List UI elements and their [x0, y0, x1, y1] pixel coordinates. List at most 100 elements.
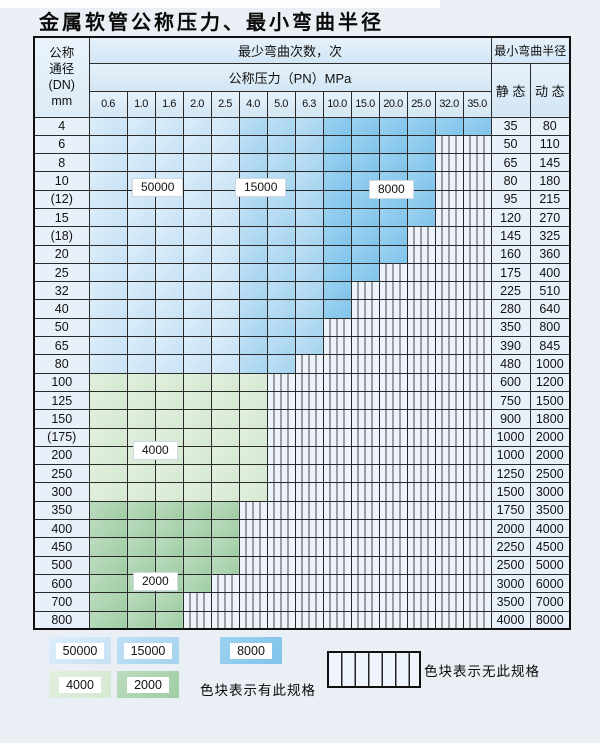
dn-header-line-3: (DN) — [48, 78, 75, 93]
no-spec-cell — [462, 573, 492, 594]
no-spec-cell — [462, 134, 492, 155]
spec-cell — [378, 134, 408, 155]
spec-cell — [266, 134, 296, 155]
no-spec-cell — [378, 336, 408, 356]
spec-cell — [88, 207, 128, 228]
no-spec-cell — [406, 390, 436, 411]
no-spec-cell — [350, 592, 380, 612]
no-spec-cell — [406, 372, 436, 392]
spec-cell — [154, 226, 184, 246]
no-spec-cell — [378, 573, 408, 594]
no-spec-cell — [266, 372, 296, 392]
no-spec-cell — [462, 482, 492, 502]
no-spec-cell — [378, 281, 408, 301]
no-spec-cell — [406, 336, 436, 356]
cycles-header: 最少弯曲次数，次 — [88, 36, 492, 64]
spec-cell — [154, 372, 184, 392]
no-spec-cell — [294, 573, 324, 594]
table-row: 800 4000 8000 — [33, 610, 571, 630]
dynamic-value: 2500 — [529, 464, 571, 484]
spec-cell — [434, 116, 464, 136]
spec-cell — [88, 427, 128, 447]
no-spec-cell — [266, 537, 296, 557]
spec-cell — [182, 482, 212, 502]
no-spec-cell — [322, 409, 352, 429]
static-value: 95 — [490, 189, 531, 209]
no-spec-cell — [266, 592, 296, 612]
spec-cell — [88, 134, 128, 155]
static-value: 900 — [490, 409, 531, 429]
spec-cell — [88, 464, 128, 484]
no-spec-cell — [294, 464, 324, 484]
no-spec-cell — [266, 500, 296, 521]
pressure-tick: 1.6 — [154, 90, 184, 118]
no-spec-cell — [406, 262, 436, 283]
spec-cell — [182, 189, 212, 209]
spec-cell — [238, 299, 268, 319]
spec-cell — [238, 336, 268, 356]
static-value: 750 — [490, 390, 531, 411]
no-spec-cell — [350, 537, 380, 557]
static-value: 390 — [490, 336, 531, 356]
no-spec-cell — [462, 262, 492, 283]
dynamic-value: 3500 — [529, 500, 571, 521]
dn-cell: 400 — [33, 519, 90, 539]
spec-cell — [406, 116, 436, 136]
no-spec-cell — [406, 354, 436, 374]
spec-cell — [88, 116, 128, 136]
dynamic-value: 6000 — [529, 573, 571, 594]
spec-cell — [88, 281, 128, 301]
spec-cell — [238, 153, 268, 173]
no-spec-cell — [238, 610, 268, 630]
spec-cell — [210, 336, 240, 356]
spec-cell — [294, 171, 324, 191]
dn-cell: 500 — [33, 555, 90, 575]
dn-cell: 150 — [33, 409, 90, 429]
no-spec-cell — [294, 409, 324, 429]
table-row: 500 2500 5000 — [33, 555, 571, 575]
spec-cell — [88, 336, 128, 356]
spec-cell — [210, 281, 240, 301]
spec-cell — [322, 226, 352, 246]
spec-cell — [182, 281, 212, 301]
spec-cell — [266, 153, 296, 173]
legend-swatch-15000: 15000 — [117, 637, 179, 664]
spec-cell — [266, 299, 296, 319]
no-spec-cell — [294, 500, 324, 521]
spec-cell — [238, 317, 268, 338]
top-strip — [0, 0, 440, 8]
spec-cell — [350, 116, 380, 136]
no-spec-cell — [350, 427, 380, 447]
table-row: 4 35 80 — [33, 116, 571, 136]
no-spec-cell — [462, 390, 492, 411]
no-spec-cell — [462, 226, 492, 246]
no-spec-cell — [462, 427, 492, 447]
static-value: 1000 — [490, 427, 531, 447]
dynamic-value: 2000 — [529, 445, 571, 466]
no-spec-cell — [462, 281, 492, 301]
spec-cell — [182, 207, 212, 228]
spec-cell — [182, 409, 212, 429]
pressure-tick: 6.3 — [294, 90, 324, 118]
spec-cell — [210, 262, 240, 283]
spec-cell — [88, 262, 128, 283]
no-spec-cell — [462, 171, 492, 191]
no-spec-cell — [434, 372, 464, 392]
spec-cell — [182, 354, 212, 374]
no-spec-cell — [238, 537, 268, 557]
no-spec-cell — [406, 464, 436, 484]
no-spec-cell — [266, 519, 296, 539]
no-spec-cell — [350, 610, 380, 630]
spec-cell — [154, 500, 184, 521]
no-spec-cell — [350, 573, 380, 594]
spec-cell — [126, 116, 156, 136]
legend-no-spec-sample — [327, 651, 421, 688]
spec-cell — [126, 482, 156, 502]
dn-cell: 450 — [33, 537, 90, 557]
spec-cell — [182, 372, 212, 392]
no-spec-cell — [434, 519, 464, 539]
spec-cell — [182, 390, 212, 411]
spec-cell — [88, 317, 128, 338]
header-row-1: 公称 通径 (DN) mm 最少弯曲次数，次 最小弯曲半径 — [33, 36, 571, 118]
legend-swatch-label: 50000 — [55, 642, 105, 659]
